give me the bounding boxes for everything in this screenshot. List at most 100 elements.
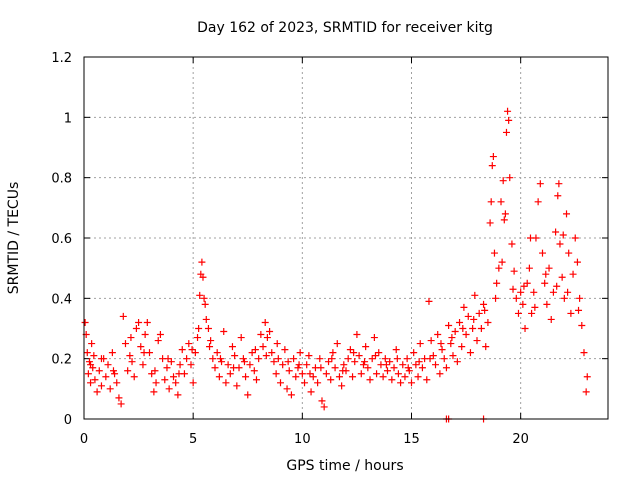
data-point: [128, 358, 136, 366]
data-point: [148, 370, 156, 378]
data-point: [564, 288, 572, 296]
data-point: [539, 249, 546, 257]
data-point: [213, 349, 221, 357]
data-point: [578, 321, 586, 329]
tick-labels: 0 0.2 0.4 0.6 0.8 1 1.2 0 5 10 15 20: [51, 51, 529, 447]
data-point: [555, 180, 563, 188]
data-point: [199, 273, 207, 281]
data-point: [270, 358, 278, 366]
data-point: [386, 358, 394, 366]
data-point: [565, 249, 573, 257]
data-point: [113, 379, 121, 387]
data-point: [423, 376, 431, 384]
data-point: [314, 379, 322, 387]
data-point: [357, 370, 365, 378]
data-point: [215, 373, 223, 381]
data-point: [268, 349, 276, 357]
data-point: [242, 373, 250, 381]
data-point: [432, 361, 440, 369]
data-point: [178, 346, 186, 354]
data-point: [102, 373, 110, 381]
data-point: [388, 376, 396, 384]
data-point: [295, 361, 303, 369]
data-point: [119, 312, 127, 320]
data-point: [547, 315, 555, 323]
x-axis-label: GPS time / hours: [286, 458, 403, 474]
data-point: [371, 352, 379, 360]
data-point: [359, 361, 367, 369]
data-point: [501, 210, 509, 218]
data-point: [331, 364, 339, 372]
data-point: [316, 355, 324, 363]
data-point: [528, 309, 536, 317]
data-point: [456, 318, 464, 326]
data-point: [451, 328, 459, 336]
data-point: [512, 294, 520, 302]
data-point: [575, 306, 583, 314]
data-point: [416, 340, 424, 348]
data-point: [500, 216, 508, 224]
data-point: [506, 174, 514, 182]
data-point: [329, 349, 337, 357]
data-point: [442, 364, 450, 372]
data-point: [473, 337, 481, 345]
data-point: [489, 153, 497, 161]
data-point: [453, 358, 461, 366]
data-point: [198, 258, 206, 266]
data-point: [154, 337, 162, 345]
data-point: [582, 388, 590, 396]
data-point: [196, 291, 204, 299]
data-point: [390, 364, 398, 372]
data-point: [449, 352, 457, 360]
data-point: [488, 162, 496, 170]
data-point: [163, 364, 171, 372]
data-point: [349, 373, 357, 381]
data-point: [97, 382, 105, 390]
data-point: [87, 361, 95, 369]
data-point: [224, 361, 232, 369]
data-point: [172, 379, 180, 387]
data-point: [211, 364, 219, 372]
data-point: [176, 361, 184, 369]
data-points: [81, 107, 591, 423]
data-point: [583, 373, 591, 381]
y-tick-label: 1: [64, 111, 72, 126]
data-point: [542, 270, 550, 278]
y-tick-label: 1.2: [51, 51, 72, 66]
data-point: [322, 370, 330, 378]
data-point: [139, 361, 147, 369]
data-point: [93, 388, 101, 396]
data-point: [218, 358, 226, 366]
data-point: [508, 240, 516, 248]
data-point: [429, 352, 437, 360]
x-tick-label: 20: [512, 432, 529, 447]
data-point: [189, 379, 197, 387]
data-point: [209, 355, 217, 363]
data-point: [191, 349, 199, 357]
data-point: [412, 361, 420, 369]
data-point: [167, 358, 175, 366]
data-point: [143, 318, 151, 326]
data-point: [353, 331, 361, 339]
data-point: [466, 349, 474, 357]
data-point: [393, 355, 401, 363]
x-tick-label: 0: [80, 432, 88, 447]
data-point: [251, 346, 259, 354]
data-point: [233, 382, 241, 390]
data-point: [447, 340, 455, 348]
data-point: [401, 373, 409, 381]
data-point: [220, 328, 228, 336]
data-point: [525, 264, 533, 272]
data-point: [470, 315, 478, 323]
data-point: [274, 355, 282, 363]
data-point: [252, 376, 260, 384]
data-point: [403, 355, 411, 363]
data-point: [437, 340, 445, 348]
data-point: [559, 231, 567, 239]
data-point: [558, 273, 566, 281]
data-point: [481, 306, 489, 314]
data-point: [285, 367, 293, 375]
data-point: [502, 128, 510, 136]
data-point: [165, 385, 173, 393]
data-point: [464, 312, 472, 320]
